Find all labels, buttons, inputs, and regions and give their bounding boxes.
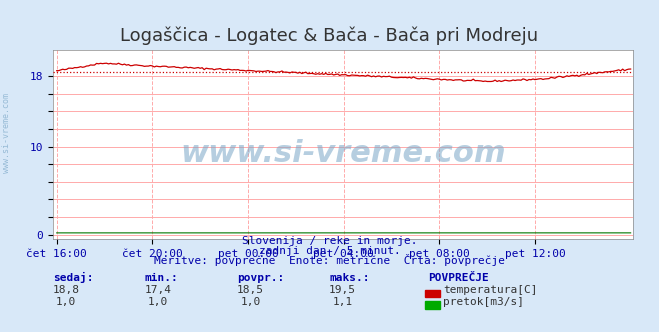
Text: POVPREČJE: POVPREČJE <box>428 273 489 283</box>
Text: Logaščica - Logatec & Bača - Bača pri Modreju: Logaščica - Logatec & Bača - Bača pri Mo… <box>121 27 538 45</box>
Text: sedaj:: sedaj: <box>53 272 93 283</box>
Text: povpr.:: povpr.: <box>237 273 285 283</box>
Text: zadnji dan / 5 minut.: zadnji dan / 5 minut. <box>258 246 401 256</box>
Text: min.:: min.: <box>145 273 179 283</box>
Text: 18,5: 18,5 <box>237 285 264 295</box>
Text: pretok[m3/s]: pretok[m3/s] <box>443 297 524 307</box>
Text: maks.:: maks.: <box>330 273 370 283</box>
Text: www.si-vreme.com: www.si-vreme.com <box>180 139 505 168</box>
Text: Slovenija / reke in morje.: Slovenija / reke in morje. <box>242 236 417 246</box>
Text: 1,0: 1,0 <box>241 297 260 307</box>
Text: 19,5: 19,5 <box>330 285 356 295</box>
Text: 18,8: 18,8 <box>53 285 79 295</box>
Text: 17,4: 17,4 <box>145 285 171 295</box>
Text: temperatura[C]: temperatura[C] <box>443 285 537 295</box>
Text: 1,0: 1,0 <box>148 297 168 307</box>
Text: www.si-vreme.com: www.si-vreme.com <box>2 93 11 173</box>
Text: Meritve: povprečne  Enote: metrične  Črta: povprečje: Meritve: povprečne Enote: metrične Črta:… <box>154 254 505 266</box>
Text: 1,1: 1,1 <box>333 297 353 307</box>
Text: 1,0: 1,0 <box>56 297 76 307</box>
